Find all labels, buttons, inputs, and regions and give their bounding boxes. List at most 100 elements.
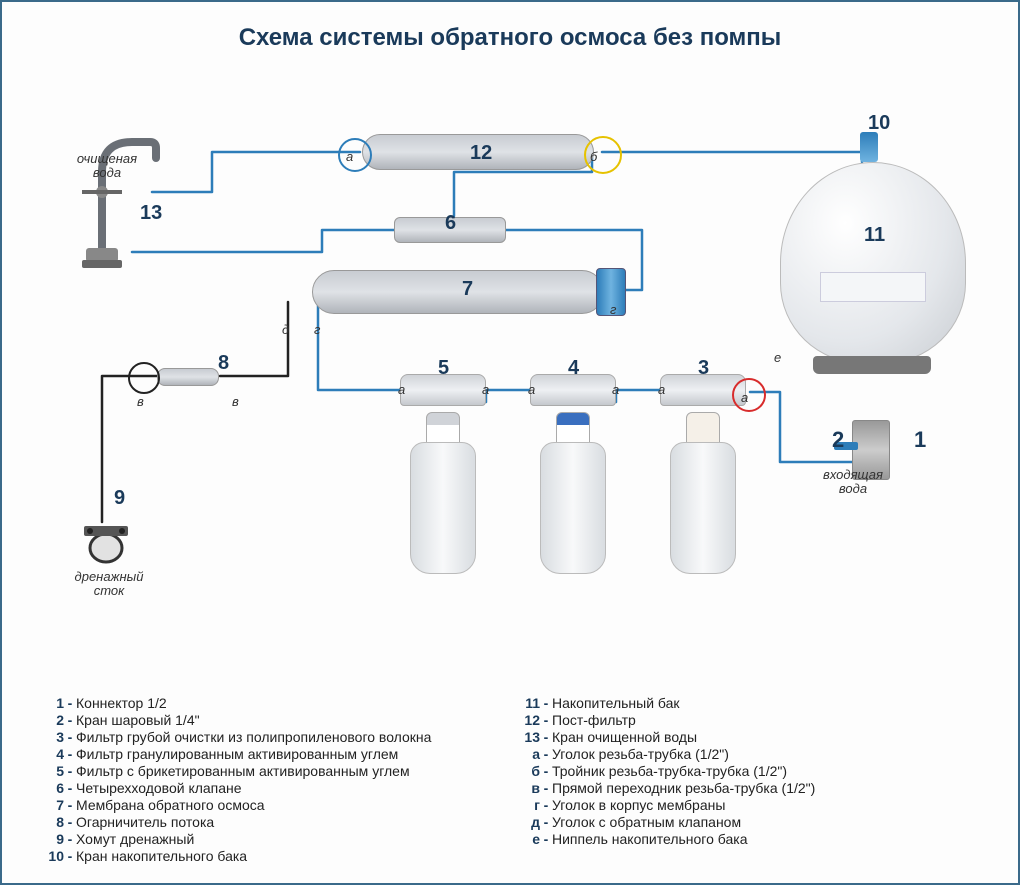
tank-body <box>780 162 966 364</box>
legend-key: 1 <box>34 695 64 711</box>
legend-key: 6 <box>34 780 64 796</box>
legend-row: 9-Хомут дренажный <box>34 831 510 847</box>
tank-11 <box>780 162 964 392</box>
legend: 1-Коннектор 1/22-Кран шаровый 1/4"3-Филь… <box>34 694 986 865</box>
legend-right-col: 11-Накопительный бак12-Пост-фильтр13-Кра… <box>510 694 986 865</box>
filter5-body <box>410 442 476 574</box>
annotation-label: очищенаявода <box>62 152 152 181</box>
legend-text: Кран шаровый 1/4" <box>76 712 510 728</box>
fitting-mark: д <box>282 322 289 337</box>
component-number: 3 <box>698 357 709 380</box>
legend-key: д <box>510 814 540 830</box>
legend-text: Уголок в корпус мембраны <box>552 797 986 813</box>
filter3-body <box>670 442 736 574</box>
legend-text: Фильтр с брикетированным активированным … <box>76 763 510 779</box>
fitting-mark: а <box>482 382 489 397</box>
legend-row: в-Прямой переходник резьба-трубка (1/2") <box>510 780 986 796</box>
legend-row: 13-Кран очищенной воды <box>510 729 986 745</box>
legend-row: 6-Четырехходовой клапане <box>34 780 510 796</box>
legend-row: 7-Мембрана обратного осмоса <box>34 797 510 813</box>
legend-key: в <box>510 780 540 796</box>
legend-text: Огарничитель потока <box>76 814 510 830</box>
legend-key: 2 <box>34 712 64 728</box>
highlight-ring <box>128 362 160 394</box>
legend-key: 3 <box>34 729 64 745</box>
diagram-title: Схема системы обратного осмоса без помпы <box>2 24 1018 52</box>
tank-label <box>820 272 925 302</box>
tank-valve-10 <box>860 132 878 162</box>
legend-row: е-Ниппель накопительного бака <box>510 831 986 847</box>
legend-key: 10 <box>34 848 64 864</box>
tank-base <box>813 356 931 374</box>
legend-key: е <box>510 831 540 847</box>
legend-text: Кран накопительного бака <box>76 848 510 864</box>
legend-key: а <box>510 746 540 762</box>
legend-key: г <box>510 797 540 813</box>
legend-text: Пост-фильтр <box>552 712 986 728</box>
legend-key: 8 <box>34 814 64 830</box>
highlight-ring <box>732 378 766 412</box>
legend-key: 12 <box>510 712 540 728</box>
legend-key: б <box>510 763 540 779</box>
legend-key: 7 <box>34 797 64 813</box>
legend-text: Тройник резьба-трубка-трубка (1/2") <box>552 763 986 779</box>
legend-text: Ниппель накопительного бака <box>552 831 986 847</box>
legend-text: Хомут дренажный <box>76 831 510 847</box>
fitting-mark: в <box>137 394 144 409</box>
legend-row: г-Уголок в корпус мембраны <box>510 797 986 813</box>
annotation-label: дренажныйсток <box>64 570 154 599</box>
legend-row: 1-Коннектор 1/2 <box>34 695 510 711</box>
fitting-mark: е <box>774 350 781 365</box>
legend-key: 4 <box>34 746 64 762</box>
legend-text: Накопительный бак <box>552 695 986 711</box>
component-number: 10 <box>868 112 890 135</box>
fitting-mark: б <box>590 149 597 164</box>
fitting-mark: а <box>398 382 405 397</box>
legend-row: 3-Фильтр грубой очистки из полипропилено… <box>34 729 510 745</box>
component-number: 9 <box>114 487 125 510</box>
legend-text: Уголок резьба-трубка (1/2") <box>552 746 986 762</box>
diagram-frame: Схема системы обратного осмоса без помпы <box>0 0 1020 885</box>
legend-key: 13 <box>510 729 540 745</box>
component-number: 11 <box>864 224 885 247</box>
flow-limiter-8 <box>157 368 219 386</box>
component-number: 8 <box>218 352 229 375</box>
fitting-mark: г <box>610 302 616 317</box>
legend-row: 12-Пост-фильтр <box>510 712 986 728</box>
annotation-label: входящаявода <box>808 468 898 497</box>
component-number: 1 <box>914 427 926 453</box>
legend-key: 9 <box>34 831 64 847</box>
drain-clamp-9 <box>80 522 132 571</box>
membrane-7 <box>312 270 604 314</box>
component-number: 6 <box>445 212 456 235</box>
fitting-mark: г <box>314 322 320 337</box>
legend-text: Прямой переходник резьба-трубка (1/2") <box>552 780 986 796</box>
highlight-ring <box>338 138 372 172</box>
legend-row: 5-Фильтр с брикетированным активированны… <box>34 763 510 779</box>
component-number: 13 <box>140 202 162 225</box>
legend-text: Кран очищенной воды <box>552 729 986 745</box>
legend-row: 8-Огарничитель потока <box>34 814 510 830</box>
legend-text: Мембрана обратного осмоса <box>76 797 510 813</box>
fitting-mark: в <box>232 394 239 409</box>
component-number: 5 <box>438 357 449 380</box>
legend-row: а-Уголок резьба-трубка (1/2") <box>510 746 986 762</box>
legend-row: б-Тройник резьба-трубка-трубка (1/2") <box>510 763 986 779</box>
legend-text: Фильтр гранулированным активированным уг… <box>76 746 510 762</box>
faucet-13 <box>72 122 162 277</box>
component-number: 12 <box>470 142 492 165</box>
legend-key: 11 <box>510 695 540 711</box>
fitting-mark: а <box>741 390 748 405</box>
component-number: 4 <box>568 357 579 380</box>
legend-row: д-Уголок с обратным клапаном <box>510 814 986 830</box>
fitting-mark: а <box>612 382 619 397</box>
legend-text: Коннектор 1/2 <box>76 695 510 711</box>
legend-row: 11-Накопительный бак <box>510 695 986 711</box>
legend-text: Четырехходовой клапане <box>76 780 510 796</box>
component-number: 2 <box>832 427 844 453</box>
fitting-mark: а <box>658 382 665 397</box>
legend-row: 4-Фильтр гранулированным активированным … <box>34 746 510 762</box>
legend-row: 2-Кран шаровый 1/4" <box>34 712 510 728</box>
legend-row: 10-Кран накопительного бака <box>34 848 510 864</box>
fitting-mark: а <box>346 149 353 164</box>
